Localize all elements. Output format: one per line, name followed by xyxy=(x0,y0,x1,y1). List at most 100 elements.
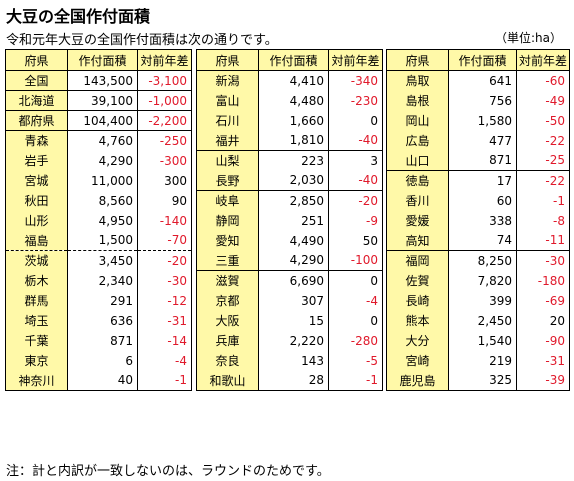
summary-text: 令和元年大豆の全国作付面積は次の通りです。 xyxy=(6,33,278,48)
prefecture-name: 山口 xyxy=(386,150,449,171)
planted-area: 28 xyxy=(258,370,329,391)
year-over-year-diff: -300 xyxy=(137,150,192,171)
table-row: 長野 2,030 -40 xyxy=(196,170,383,191)
prefecture-name: 徳島 xyxy=(386,170,449,191)
planted-area: 11,000 xyxy=(67,170,138,191)
year-over-year-diff: 3 xyxy=(328,150,383,171)
year-over-year-diff: -230 xyxy=(328,90,383,111)
table-row: 東京 6 -4 xyxy=(5,350,192,371)
table-row: 静岡 251 -9 xyxy=(196,210,383,231)
prefecture-name: 岩手 xyxy=(5,150,68,171)
table-row: 滋賀 6,690 0 xyxy=(196,270,383,291)
year-over-year-diff: -1,000 xyxy=(137,90,192,111)
header-row: 府県 作付面積 対前年差 xyxy=(5,49,192,71)
planted-area: 60 xyxy=(448,190,517,211)
prefecture-name: 宮崎 xyxy=(386,350,449,371)
table-row: 岡山 1,580 -50 xyxy=(386,110,570,131)
table-row: 全国 143,500 -3,100 xyxy=(5,70,192,91)
planted-area: 1,580 xyxy=(448,110,517,131)
table-row: 岩手 4,290 -300 xyxy=(5,150,192,171)
header-prefecture: 府県 xyxy=(386,49,449,71)
prefecture-name: 岡山 xyxy=(386,110,449,131)
table-row: 熊本 2,450 20 xyxy=(386,310,570,331)
prefecture-name: 鹿児島 xyxy=(386,370,449,391)
header-diff: 対前年差 xyxy=(328,49,383,71)
table-row: 福岡 8,250 -30 xyxy=(386,250,570,271)
prefecture-name: 和歌山 xyxy=(196,370,259,391)
prefecture-name: 愛知 xyxy=(196,230,259,251)
header-row: 府県 作付面積 対前年差 xyxy=(386,49,570,71)
prefecture-name: 群馬 xyxy=(5,290,68,311)
prefecture-name: 福井 xyxy=(196,130,259,151)
table-row: 神奈川 40 -1 xyxy=(5,370,192,391)
year-over-year-diff: -22 xyxy=(516,170,570,191)
table-row: 大阪 15 0 xyxy=(196,310,383,331)
planted-area: 4,410 xyxy=(258,70,329,91)
prefecture-name: 高知 xyxy=(386,230,449,251)
prefecture-name: 栃木 xyxy=(5,270,68,291)
year-over-year-diff: 90 xyxy=(137,190,192,211)
table-row: 徳島 17 -22 xyxy=(386,170,570,191)
planted-area: 40 xyxy=(67,370,138,391)
prefecture-table-1: 府県 作付面積 対前年差 全国 143,500 -3,100 北海道 39,100 -1,000… xyxy=(5,49,192,391)
year-over-year-diff: -100 xyxy=(328,250,383,271)
table-row: 三重 4,290 -100 xyxy=(196,250,383,271)
table-row: 兵庫 2,220 -280 xyxy=(196,330,383,351)
prefecture-name: 滋賀 xyxy=(196,270,259,291)
prefecture-table-3: 府県 作付面積 対前年差 鳥取 641 -60 島根 756 -49 岡山 1,580 -50 広島 47… xyxy=(386,49,570,391)
year-over-year-diff: -180 xyxy=(516,270,570,291)
table-row: 山形 4,950 -140 xyxy=(5,210,192,231)
planted-area: 1,500 xyxy=(67,230,138,251)
prefecture-name: 神奈川 xyxy=(5,370,68,391)
year-over-year-diff: -4 xyxy=(137,350,192,371)
prefecture-name: 都府県 xyxy=(5,110,68,131)
year-over-year-diff: -4 xyxy=(328,290,383,311)
prefecture-name: 香川 xyxy=(386,190,449,211)
table-row: 千葉 871 -14 xyxy=(5,330,192,351)
table-row: 新潟 4,410 -340 xyxy=(196,70,383,91)
header-area: 作付面積 xyxy=(258,49,329,71)
prefecture-name: 三重 xyxy=(196,250,259,271)
prefecture-name: 秋田 xyxy=(5,190,68,211)
planted-area: 4,480 xyxy=(258,90,329,111)
year-over-year-diff: -340 xyxy=(328,70,383,91)
prefecture-name: 富山 xyxy=(196,90,259,111)
table-row: 埼玉 636 -31 xyxy=(5,310,192,331)
table-row: 青森 4,760 -250 xyxy=(5,130,192,151)
table-row: 愛媛 338 -8 xyxy=(386,210,570,231)
year-over-year-diff: -50 xyxy=(516,110,570,131)
table-row: 佐賀 7,820 -180 xyxy=(386,270,570,291)
prefecture-name: 福島 xyxy=(5,230,68,251)
year-over-year-diff: -3,100 xyxy=(137,70,192,91)
table-row: 山梨 223 3 xyxy=(196,150,383,171)
planted-area: 756 xyxy=(448,90,517,111)
planted-area: 4,290 xyxy=(67,150,138,171)
header-diff: 対前年差 xyxy=(516,49,570,71)
footnote: 注：計と内訳が一致しないのは、ラウンドのためです。 xyxy=(6,464,330,479)
year-over-year-diff: 20 xyxy=(516,310,570,331)
table-row: 島根 756 -49 xyxy=(386,90,570,111)
table-row: 石川 1,660 0 xyxy=(196,110,383,131)
prefecture-name: 兵庫 xyxy=(196,330,259,351)
planted-area: 641 xyxy=(448,70,517,91)
table-row: 京都 307 -4 xyxy=(196,290,383,311)
unit-label: （単位:ha） xyxy=(494,31,562,45)
prefecture-table-2: 府県 作付面積 対前年差 新潟 4,410 -340 富山 4,480 -230 石川 1,660 0… xyxy=(196,49,383,391)
table-row: 鳥取 641 -60 xyxy=(386,70,570,91)
table-row: 秋田 8,560 90 xyxy=(5,190,192,211)
year-over-year-diff: 0 xyxy=(328,110,383,131)
table-row: 宮城 11,000 300 xyxy=(5,170,192,191)
table-row: 栃木 2,340 -30 xyxy=(5,270,192,291)
year-over-year-diff: -31 xyxy=(516,350,570,371)
table-row: 長崎 399 -69 xyxy=(386,290,570,311)
header-diff: 対前年差 xyxy=(137,49,192,71)
planted-area: 223 xyxy=(258,150,329,171)
prefecture-name: 静岡 xyxy=(196,210,259,231)
year-over-year-diff: -1 xyxy=(516,190,570,211)
planted-area: 6,690 xyxy=(258,270,329,291)
prefecture-name: 石川 xyxy=(196,110,259,131)
prefecture-name: 福岡 xyxy=(386,250,449,271)
year-over-year-diff: -31 xyxy=(137,310,192,331)
prefecture-name: 東京 xyxy=(5,350,68,371)
prefecture-name: 佐賀 xyxy=(386,270,449,291)
